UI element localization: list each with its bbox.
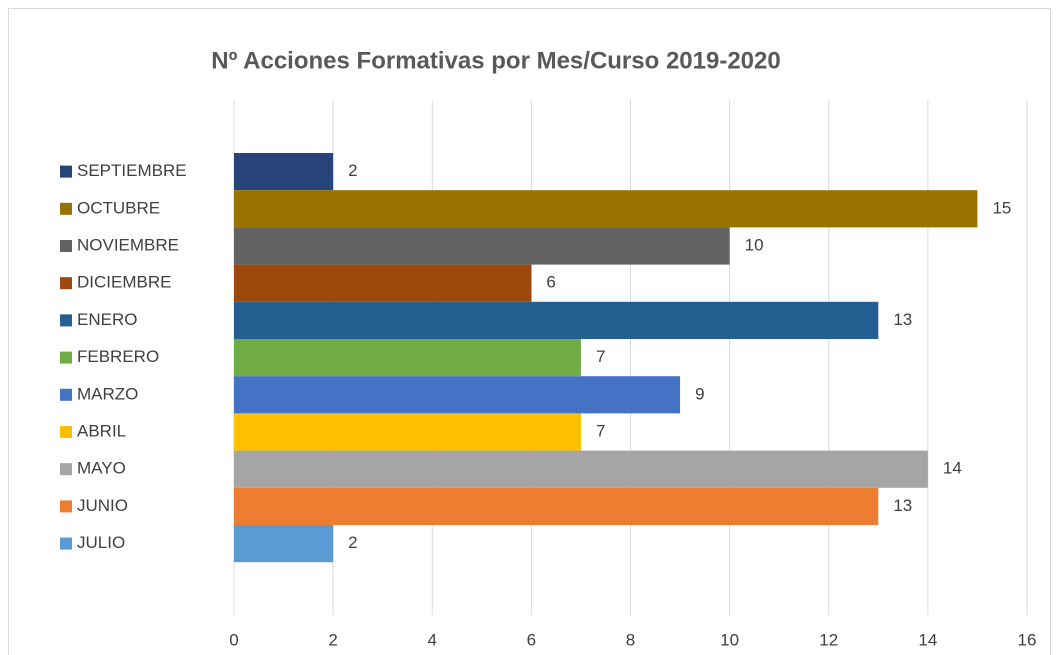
legend-swatch bbox=[60, 277, 72, 290]
bar bbox=[234, 227, 730, 265]
legend-label: DICIEMBRE bbox=[77, 273, 171, 292]
x-tick-label: 4 bbox=[428, 630, 437, 649]
data-label: 9 bbox=[695, 384, 704, 403]
data-label: 2 bbox=[348, 533, 357, 552]
legend-label: MAYO bbox=[77, 459, 126, 478]
legend-label: SEPTIEMBRE bbox=[77, 161, 187, 180]
legend-swatch bbox=[60, 202, 72, 215]
legend-swatch bbox=[60, 165, 72, 178]
bar bbox=[234, 413, 581, 451]
x-tick-label: 12 bbox=[819, 630, 838, 649]
data-label: 6 bbox=[546, 273, 555, 292]
data-label: 15 bbox=[992, 198, 1011, 217]
legend-swatch bbox=[60, 351, 72, 364]
data-label: 2 bbox=[348, 161, 357, 180]
legend-label: OCTUBRE bbox=[77, 198, 160, 217]
bar bbox=[234, 301, 879, 339]
data-label: 7 bbox=[596, 421, 605, 440]
legend-label: NOVIEMBRE bbox=[77, 235, 179, 254]
x-tick-label: 10 bbox=[720, 630, 739, 649]
x-tick-label: 0 bbox=[229, 630, 238, 649]
legend-swatch bbox=[60, 240, 72, 252]
legend-label: JULIO bbox=[77, 533, 125, 552]
legend-label: FEBRERO bbox=[77, 347, 159, 366]
legend-swatch bbox=[60, 500, 72, 513]
chart-title: Nº Acciones Formativas por Mes/Curso 201… bbox=[211, 47, 780, 74]
data-label: 7 bbox=[596, 347, 605, 366]
data-label: 13 bbox=[893, 310, 912, 329]
legend-label: JUNIO bbox=[77, 496, 128, 515]
legend-label: ABRIL bbox=[77, 421, 126, 440]
legend-label: ENERO bbox=[77, 310, 137, 329]
bar bbox=[234, 487, 879, 525]
data-label: 14 bbox=[943, 459, 962, 478]
bar bbox=[234, 339, 581, 377]
legend-swatch bbox=[60, 463, 72, 476]
x-tick-label: 6 bbox=[527, 630, 536, 649]
legend-swatch bbox=[60, 314, 72, 327]
x-tick-label: 16 bbox=[1018, 630, 1037, 649]
bar bbox=[234, 190, 978, 228]
legend-label: MARZO bbox=[77, 384, 138, 403]
bar bbox=[234, 525, 334, 563]
legend-swatch bbox=[60, 426, 72, 438]
legend-swatch bbox=[60, 388, 72, 401]
x-tick-label: 2 bbox=[328, 630, 337, 649]
x-tick-label: 8 bbox=[626, 630, 635, 649]
data-label: 13 bbox=[893, 496, 912, 515]
x-tick-label: 14 bbox=[918, 630, 937, 649]
legend-swatch bbox=[60, 537, 72, 550]
bar bbox=[234, 264, 532, 302]
bar bbox=[234, 376, 681, 414]
bar bbox=[234, 450, 928, 488]
bar bbox=[234, 153, 334, 191]
data-label: 10 bbox=[745, 235, 764, 254]
